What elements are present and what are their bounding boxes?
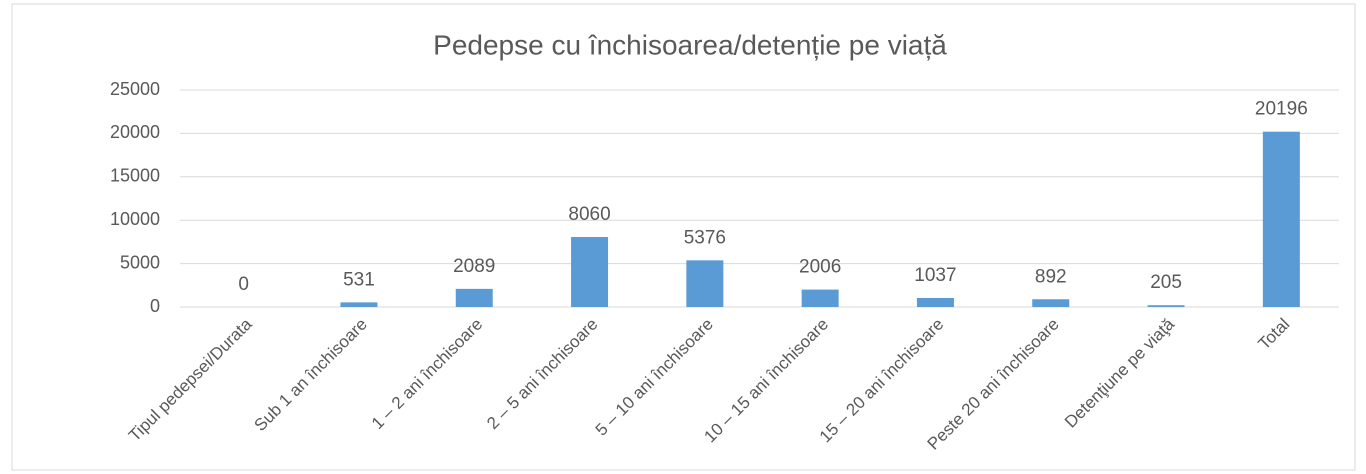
- bar: [455, 288, 493, 307]
- data-label: 2089: [453, 256, 495, 277]
- data-label: 5376: [684, 227, 726, 248]
- y-tick-label: 5000: [120, 252, 160, 272]
- chart-border: [11, 3, 1356, 471]
- data-label: 8060: [568, 204, 610, 225]
- y-tick-label: 15000: [110, 166, 160, 186]
- y-tick-label: 0: [150, 296, 160, 316]
- data-label: 20196: [1255, 99, 1308, 120]
- data-label: 892: [1035, 266, 1067, 287]
- bar: [916, 297, 954, 307]
- bar: [686, 260, 724, 307]
- chart-title: Pedepse cu închisoarea/detenție pe viață: [433, 29, 947, 60]
- data-label: 1037: [914, 265, 956, 286]
- bar: [801, 289, 839, 307]
- y-tick-label: 25000: [110, 79, 160, 99]
- data-label: 0: [238, 274, 249, 295]
- y-tick-label: 10000: [110, 209, 160, 229]
- y-tick-label: 20000: [110, 122, 160, 142]
- bar: [1262, 131, 1300, 307]
- data-label: 2006: [799, 257, 841, 278]
- bar: [1147, 305, 1185, 307]
- data-label: 205: [1150, 272, 1182, 293]
- bar: [340, 302, 378, 307]
- data-label: 531: [343, 269, 375, 290]
- bar: [1032, 299, 1070, 307]
- bar: [571, 237, 609, 307]
